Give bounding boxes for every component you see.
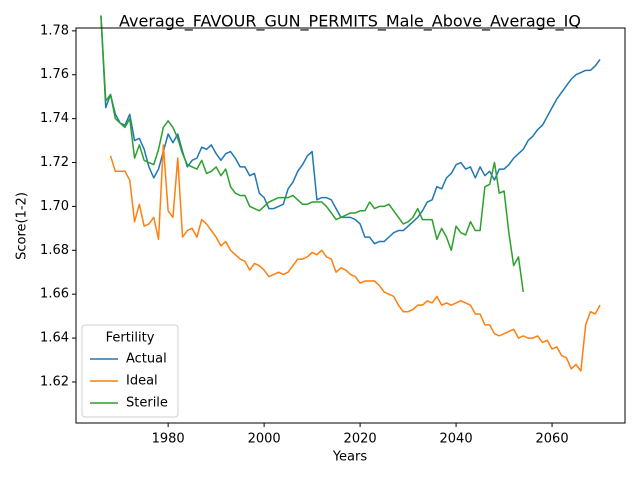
x-tick-label: 1980 <box>152 432 185 447</box>
line-series <box>100 15 525 293</box>
line-series <box>100 15 601 245</box>
x-tick-label: 2000 <box>248 432 281 447</box>
y-tick-label: 1.74 <box>40 111 69 126</box>
y-axis-label: Score(1-2) <box>15 192 30 260</box>
y-tick-label: 1.62 <box>40 374 69 389</box>
chart-title: Average_FAVOUR_GUN_PERMITS_Male_Above_Av… <box>119 12 581 32</box>
y-tick-label: 1.78 <box>40 23 69 38</box>
y-tick-label: 1.64 <box>40 331 69 346</box>
legend: Fertility Actual Ideal Sterile <box>81 324 179 418</box>
legend-label: Actual <box>126 352 167 367</box>
y-tick-label: 1.66 <box>40 287 69 302</box>
line-series <box>109 144 601 372</box>
x-tick-label: 2020 <box>344 432 377 447</box>
legend-label: Ideal <box>126 374 158 389</box>
legend-box <box>81 324 179 418</box>
plot-frame <box>75 27 626 424</box>
legend-label: Sterile <box>126 396 168 411</box>
legend-title: Fertility <box>106 331 155 346</box>
x-axis-label: Years <box>332 450 368 465</box>
y-tick-label: 1.72 <box>40 155 69 170</box>
x-tick-label: 2060 <box>536 432 569 447</box>
y-tick-label: 1.68 <box>40 243 69 258</box>
y-tick-label: 1.70 <box>40 199 69 214</box>
y-tick-label: 1.76 <box>40 67 69 82</box>
x-tick-label: 2040 <box>440 432 473 447</box>
